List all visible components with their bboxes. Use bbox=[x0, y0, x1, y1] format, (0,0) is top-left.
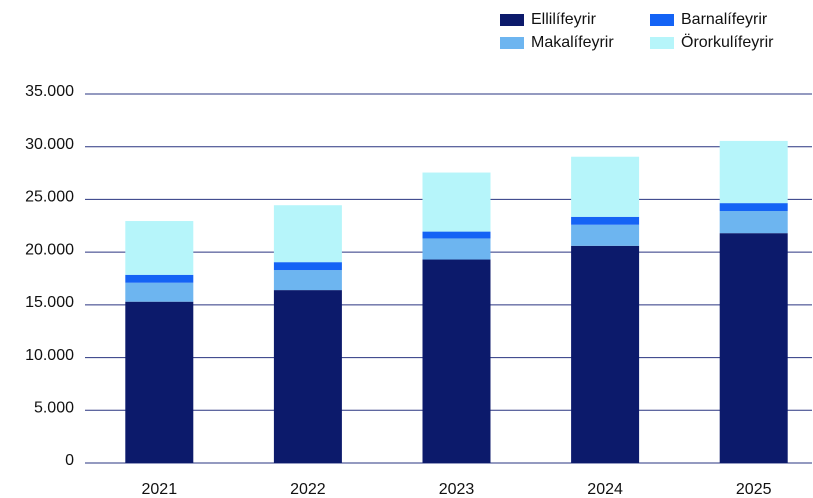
bar-segment bbox=[571, 224, 640, 246]
x-tick-label: 2021 bbox=[142, 481, 178, 498]
legend-label: Örorkulífeyrir bbox=[681, 33, 774, 51]
bar-segment bbox=[273, 205, 342, 263]
y-tick-label: 0 bbox=[65, 452, 74, 469]
legend-swatch bbox=[500, 14, 524, 26]
bar-segment bbox=[719, 203, 788, 212]
bar-segment bbox=[125, 274, 194, 283]
y-tick-label: 15.000 bbox=[25, 294, 74, 311]
x-tick-label: 2025 bbox=[736, 481, 772, 498]
bar-segment bbox=[273, 262, 342, 271]
y-tick-label: 35.000 bbox=[25, 83, 74, 100]
bar-segment bbox=[422, 231, 491, 239]
bar-segment bbox=[422, 238, 491, 260]
x-tick-label: 2023 bbox=[439, 481, 475, 498]
y-tick-label: 5.000 bbox=[34, 400, 74, 417]
x-tick-label: 2024 bbox=[587, 481, 623, 498]
legend-swatch bbox=[650, 14, 674, 26]
bar-segment bbox=[719, 140, 788, 204]
bar-segment bbox=[422, 259, 491, 463]
bar-segment bbox=[125, 301, 194, 463]
y-tick-label: 25.000 bbox=[25, 189, 74, 206]
bar-segment bbox=[422, 172, 491, 232]
bar-segment bbox=[719, 233, 788, 463]
legend-swatch bbox=[650, 37, 674, 49]
bar-segment bbox=[273, 270, 342, 291]
y-tick-label: 30.000 bbox=[25, 136, 74, 153]
x-tick-label: 2022 bbox=[290, 481, 326, 498]
bar-segment bbox=[125, 221, 194, 275]
y-tick-label: 10.000 bbox=[25, 347, 74, 364]
bar-segment bbox=[125, 282, 194, 302]
bar-segment bbox=[571, 156, 640, 217]
y-tick-label: 20.000 bbox=[25, 241, 74, 258]
bar-segment bbox=[719, 211, 788, 234]
bar-segment bbox=[571, 216, 640, 225]
legend-label: Ellilífeyrir bbox=[531, 11, 597, 28]
bar-segment bbox=[571, 245, 640, 463]
legend-label: Makalífeyrir bbox=[531, 34, 614, 51]
bar-segment bbox=[273, 290, 342, 463]
legend-swatch bbox=[500, 37, 524, 49]
legend-label: Barnalífeyrir bbox=[681, 11, 768, 28]
